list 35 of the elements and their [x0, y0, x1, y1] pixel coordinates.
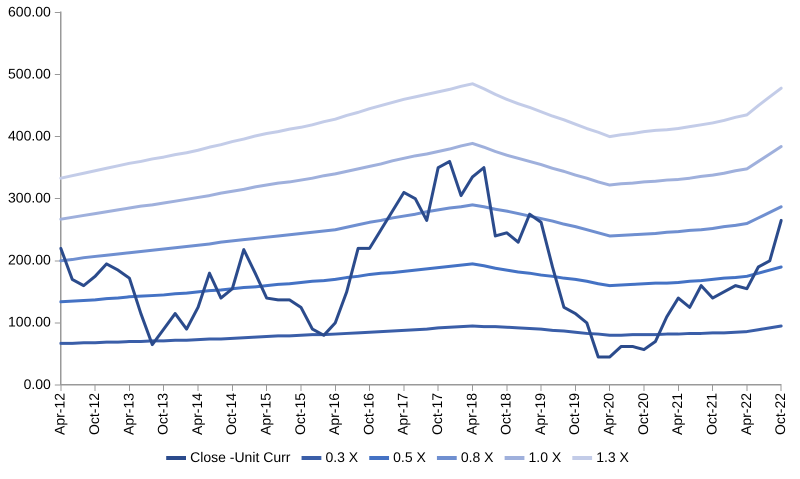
x-tick-label: Oct-19 [566, 392, 582, 435]
x-tick-label: Apr-20 [600, 392, 617, 436]
x-tick-label: Oct-16 [360, 392, 376, 435]
legend-label: 1.3 X [596, 448, 630, 465]
y-tick-label: 100.00 [8, 314, 52, 330]
x-tick-label: Apr-18 [463, 392, 480, 436]
y-tick-label: 500.00 [8, 65, 52, 82]
x-tick-label: Apr-13 [120, 392, 136, 436]
x-tick-label: Oct-14 [223, 392, 240, 435]
legend-label: Close -Unit Curr [190, 448, 291, 465]
x-tick-label: Apr-14 [188, 392, 205, 436]
x-tick-label: Oct-20 [634, 392, 651, 435]
x-tick-label: Apr-19 [532, 392, 548, 436]
x-tick-label: Oct-13 [154, 392, 171, 435]
y-tick-label: 400.00 [8, 127, 52, 144]
y-tick-label: 200.00 [8, 252, 52, 268]
x-tick-label: Oct-22 [772, 392, 788, 435]
x-tick-label: Oct-21 [703, 392, 720, 435]
x-tick-label: Apr-12 [52, 392, 68, 436]
x-tick-label: Apr-22 [738, 392, 754, 436]
y-tick-label: 300.00 [8, 190, 52, 206]
x-tick-label: Oct-18 [498, 392, 514, 435]
x-tick-label: Apr-21 [669, 392, 686, 436]
legend-label: 0.3 X [325, 448, 359, 465]
x-tick-label: Apr-16 [326, 392, 342, 436]
y-tick-label: 0.00 [24, 376, 52, 392]
x-tick-label: Apr-17 [394, 392, 411, 436]
x-tick-label: Oct-15 [292, 392, 308, 435]
x-tick-label: Apr-15 [258, 392, 274, 436]
y-tick-label: 600.00 [8, 3, 52, 20]
x-tick-label: Oct-17 [429, 392, 446, 435]
x-tick-label: Oct-12 [86, 392, 102, 435]
legend-label: 0.5 X [393, 448, 426, 465]
legend-label: 0.8 X [460, 448, 494, 465]
legend-label: 1.0 X [528, 448, 562, 465]
